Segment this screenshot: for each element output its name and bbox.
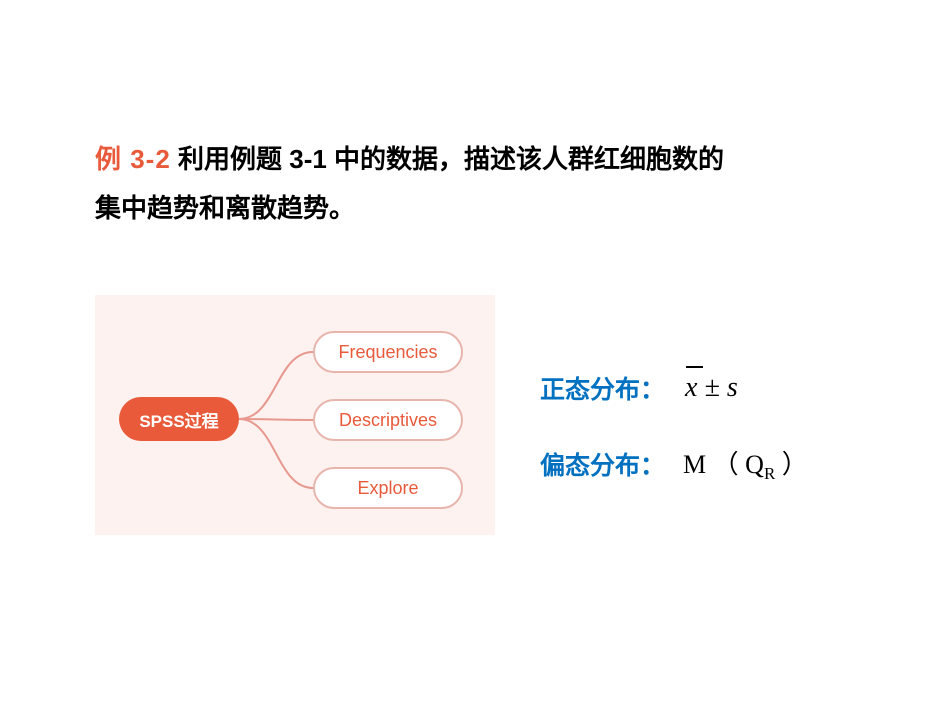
formulas-block: 正态分布： x ± s 偏态分布： M （ QR ） [540,370,808,522]
title-line-1: 例 3-2 利用例题 3-1 中的数据，描述该人群红细胞数的 [95,135,890,184]
paren-close: ） [775,450,808,479]
paren-open: （ [706,450,745,479]
title-line-2: 集中趋势和离散趋势。 [95,184,890,233]
title-rest: 利用例题 3-1 中的数据，描述该人群红细胞数的 [171,144,724,174]
child-node-frequencies: Frequencies [313,331,463,373]
question-text: 例 3-2 利用例题 3-1 中的数据，描述该人群红细胞数的 集中趋势和离散趋势… [95,135,890,234]
skewed-expression: M （ QR ） [683,444,808,484]
root-node-spss: SPSS过程 [119,397,239,441]
r-subscript: R [764,464,775,483]
skewed-distribution-row: 偏态分布： M （ QR ） [540,444,808,484]
child-node-descriptives: Descriptives [313,399,463,441]
example-label: 例 3-2 [95,144,171,174]
m-symbol: M [683,450,706,479]
plus-minus: ± [697,372,726,403]
q-symbol: Q [745,450,764,479]
x-bar-symbol: x [685,372,697,404]
normal-distribution-row: 正态分布： x ± s [540,370,808,406]
skewed-label: 偏态分布： [540,446,665,482]
normal-expression: x ± s [685,372,738,404]
s-symbol: s [727,372,738,403]
spss-tree-diagram: SPSS过程 Frequencies Descriptives Explore [95,295,495,535]
child-node-explore: Explore [313,467,463,509]
normal-label: 正态分布： [540,370,665,406]
